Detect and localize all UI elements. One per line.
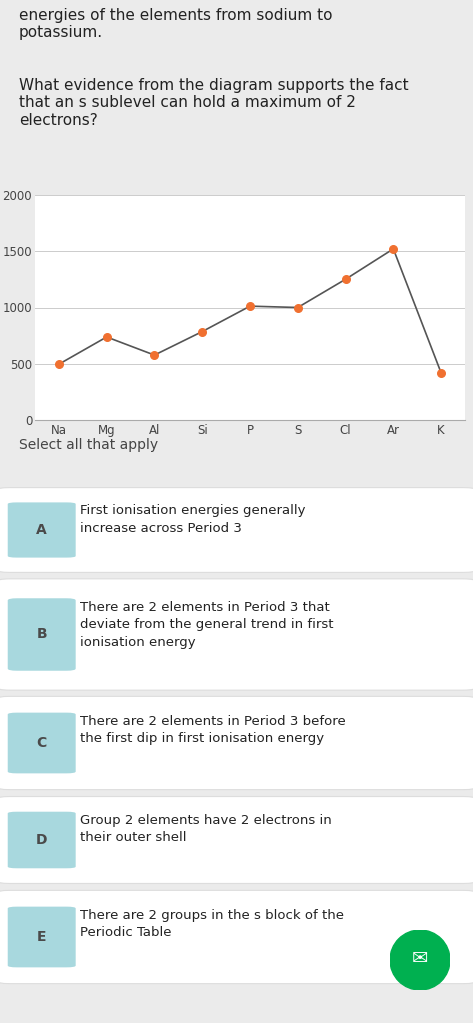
FancyBboxPatch shape bbox=[8, 811, 76, 869]
Text: C: C bbox=[36, 736, 47, 750]
Point bbox=[103, 328, 111, 345]
Point bbox=[199, 323, 206, 340]
FancyBboxPatch shape bbox=[0, 697, 473, 790]
Point bbox=[342, 271, 350, 287]
Text: D: D bbox=[36, 833, 47, 847]
FancyBboxPatch shape bbox=[8, 502, 76, 558]
FancyBboxPatch shape bbox=[0, 797, 473, 884]
Text: A: A bbox=[36, 523, 47, 537]
FancyBboxPatch shape bbox=[8, 906, 76, 968]
Point bbox=[390, 240, 397, 257]
Text: There are 2 groups in the s block of the
Periodic Table: There are 2 groups in the s block of the… bbox=[80, 908, 344, 939]
Text: ✉: ✉ bbox=[412, 949, 428, 969]
Point bbox=[294, 300, 302, 316]
Text: There are 2 elements in Period 3 before
the first dip in first ionisation energy: There are 2 elements in Period 3 before … bbox=[80, 715, 346, 746]
Text: energies of the elements from sodium to
potassium.: energies of the elements from sodium to … bbox=[19, 8, 333, 40]
FancyBboxPatch shape bbox=[0, 488, 473, 573]
Text: What evidence from the diagram supports the fact
that an s sublevel can hold a m: What evidence from the diagram supports … bbox=[19, 78, 409, 128]
Point bbox=[55, 356, 63, 372]
Circle shape bbox=[390, 930, 450, 990]
Point bbox=[246, 298, 254, 314]
Text: First ionisation energies generally
increase across Period 3: First ionisation energies generally incr… bbox=[80, 504, 306, 535]
FancyBboxPatch shape bbox=[0, 890, 473, 984]
Text: Select all that apply: Select all that apply bbox=[19, 438, 158, 452]
Point bbox=[151, 347, 158, 363]
Text: Group 2 elements have 2 electrons in
their outer shell: Group 2 elements have 2 electrons in the… bbox=[80, 813, 332, 844]
FancyBboxPatch shape bbox=[0, 579, 473, 691]
Text: There are 2 elements in Period 3 that
deviate from the general trend in first
io: There are 2 elements in Period 3 that de… bbox=[80, 601, 334, 649]
Point bbox=[438, 364, 445, 381]
Text: B: B bbox=[36, 627, 47, 641]
Text: E: E bbox=[37, 930, 46, 944]
FancyBboxPatch shape bbox=[8, 598, 76, 671]
FancyBboxPatch shape bbox=[8, 713, 76, 773]
